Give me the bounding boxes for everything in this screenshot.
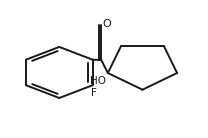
Text: HO: HO: [90, 76, 106, 86]
Text: O: O: [103, 19, 111, 29]
Text: F: F: [91, 88, 97, 98]
